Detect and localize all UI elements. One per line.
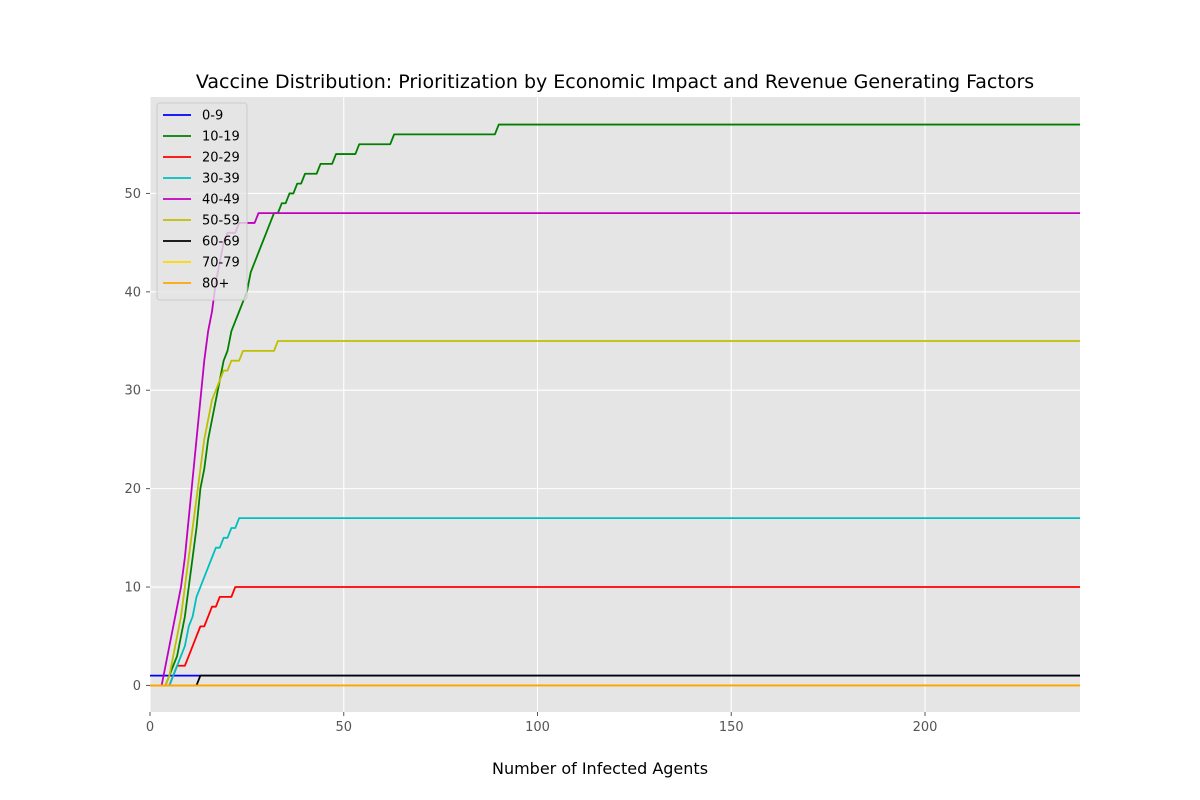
x-tick-label: 0 bbox=[146, 720, 154, 735]
legend-label: 20-29 bbox=[202, 151, 240, 166]
axis-ticks: 0 50 100 150 200 0 10 20 30 40 50 bbox=[124, 187, 937, 735]
legend-label: 40-49 bbox=[202, 193, 240, 208]
y-tick-label: 50 bbox=[124, 187, 141, 202]
series-line-10-19 bbox=[150, 123, 1080, 687]
x-axis-label: Number of Infected Agents bbox=[492, 759, 708, 778]
x-tick-label: 200 bbox=[913, 720, 938, 735]
series-line-50-59 bbox=[150, 340, 1080, 687]
legend-label: 10-19 bbox=[202, 130, 240, 145]
chart-title: Vaccine Distribution: Prioritization by … bbox=[196, 71, 1034, 93]
legend-label: 60-69 bbox=[202, 235, 240, 250]
legend-label: 50-59 bbox=[202, 214, 240, 229]
y-tick-label: 40 bbox=[124, 285, 141, 300]
x-tick-label: 100 bbox=[525, 720, 550, 735]
legend: 0-9 10-19 20-29 30-39 40-49 50-59 60-69 70-79 80… bbox=[156, 102, 248, 301]
legend-label: 70-79 bbox=[202, 256, 240, 271]
legend-label: 80+ bbox=[202, 277, 229, 292]
series-line-30-39 bbox=[150, 517, 1080, 687]
legend-label: 0-9 bbox=[202, 109, 223, 124]
series-lines bbox=[150, 123, 1080, 687]
y-tick-label: 30 bbox=[124, 384, 141, 399]
plot-area bbox=[150, 97, 1080, 712]
y-tick-label: 20 bbox=[124, 482, 141, 497]
legend-box bbox=[156, 102, 248, 301]
y-tick-label: 0 bbox=[133, 679, 141, 694]
x-tick-label: 150 bbox=[719, 720, 744, 735]
x-tick-label: 50 bbox=[335, 720, 352, 735]
legend-label: 30-39 bbox=[202, 172, 240, 187]
y-tick-label: 10 bbox=[124, 581, 141, 596]
